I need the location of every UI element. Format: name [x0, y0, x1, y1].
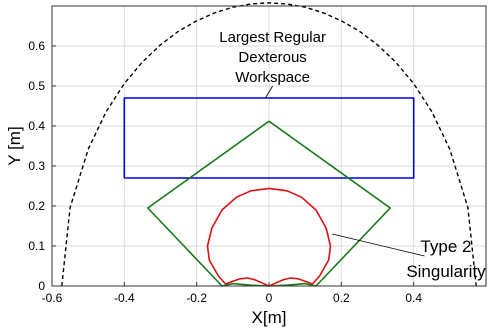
dexterous-workspace-pointer	[265, 85, 273, 99]
dexterous-label-line-1: Largest Regular	[219, 29, 326, 46]
singularity-label-line-2: Singularity	[406, 262, 486, 281]
dexterous-label-line-2: Dexterous	[238, 49, 306, 66]
x-tick-label: 0	[266, 291, 273, 305]
y-axis-label: Y [m]	[5, 126, 24, 165]
x-tick-label: -0.6	[42, 291, 63, 305]
y-tick-label: 0.1	[28, 239, 45, 253]
x-tick-label: 0.4	[405, 291, 422, 305]
y-tick-label: 0.4	[28, 119, 45, 133]
singularity-pointer	[332, 233, 425, 257]
y-tick-label: 0	[38, 279, 45, 293]
workspace-boundary-line	[61, 2, 477, 287]
y-tick-label: 0.5	[28, 79, 45, 93]
x-axis-label: X[m]	[252, 308, 287, 327]
singularity-label-line-1: Type 2	[420, 237, 471, 256]
y-tick-label: 0.6	[28, 39, 45, 53]
x-tick-label: -0.4	[114, 291, 135, 305]
x-tick-label: -0.2	[186, 291, 207, 305]
singularity-annotation: Type 2 Singularity	[332, 233, 486, 281]
largest-regular-dexterous-workspace-line	[123, 97, 415, 179]
ticks: -0.6 -0.4 -0.2 0 0.2 0.4 0 0.1 0.2 0.3 0.4 0.5 0.6	[28, 39, 422, 305]
dexterous-workspace-annotation: Largest Regular Dexterous Workspace	[219, 29, 326, 99]
y-tick-label: 0.3	[28, 159, 45, 173]
dexterous-label-line-3: Workspace	[235, 69, 310, 86]
x-tick-label: 0.2	[333, 291, 350, 305]
y-tick-label: 0.2	[28, 199, 45, 213]
